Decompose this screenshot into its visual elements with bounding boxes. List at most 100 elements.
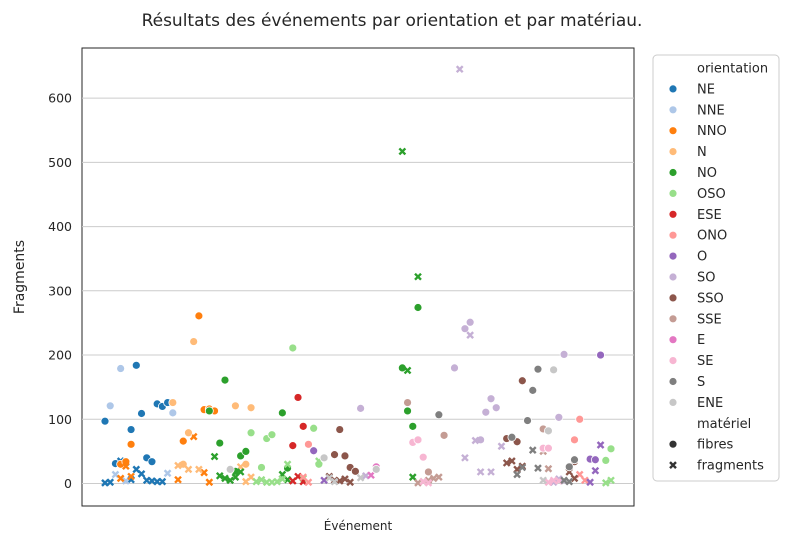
legend-entry: fibres — [697, 438, 733, 453]
fibres-point — [105, 401, 115, 411]
fragments-point — [356, 473, 365, 482]
fragments-point — [424, 479, 433, 487]
fragments-point — [184, 465, 193, 474]
data-markers — [100, 65, 616, 487]
fibres-point — [424, 467, 433, 477]
fragments-point — [419, 477, 428, 486]
fibres-point — [126, 425, 136, 434]
fibres-point — [418, 452, 428, 462]
fibres-point — [575, 414, 585, 424]
fibres-point — [481, 407, 491, 417]
legend-entry: NO — [697, 166, 717, 181]
fragments-point — [455, 65, 464, 74]
fragments-point — [278, 475, 287, 483]
fragments-point — [299, 473, 308, 481]
y-axis-ticks: 0 100 200 300 400 500 600 — [48, 91, 72, 491]
fibres-point — [460, 324, 470, 334]
legend-marker — [668, 209, 678, 219]
fragments-point — [669, 461, 677, 469]
legend: orientationNENNENNONNOOSOESEONOOSOSSOSSE… — [652, 54, 780, 482]
fragments-point — [158, 477, 167, 486]
fragments-point — [471, 436, 480, 445]
fragments-point — [210, 452, 219, 461]
fibres-point — [215, 438, 225, 448]
fragments-point — [257, 475, 266, 484]
fragments-point — [221, 474, 229, 483]
legend-frame — [652, 54, 780, 482]
fibres-point — [246, 403, 256, 413]
fibres-point — [439, 430, 449, 440]
fragments-point — [241, 477, 250, 486]
legend-entry: E — [697, 333, 705, 348]
fragments-point — [513, 470, 521, 479]
fibres-point — [137, 409, 146, 418]
fragments-point — [476, 468, 485, 476]
fragments-point — [534, 464, 542, 472]
fibres-point — [350, 466, 360, 476]
fibres-point — [601, 455, 611, 465]
fragments-point — [581, 476, 589, 485]
y-gridlines — [82, 97, 634, 485]
fibres-point — [241, 446, 251, 456]
legend-entry: ENE — [697, 396, 723, 411]
fibres-point — [486, 394, 496, 404]
fragments-point — [414, 272, 422, 281]
legend-style-title: matériel — [697, 417, 751, 432]
fragments-point — [330, 477, 339, 486]
fragments-point — [607, 476, 615, 485]
y-tick-label: 0 — [64, 476, 72, 491]
fragments-point — [601, 479, 610, 487]
plot-background — [81, 47, 635, 507]
fibres-point — [554, 412, 564, 422]
fibres-point — [491, 403, 501, 413]
fibres-point — [668, 439, 678, 449]
fibres-point — [450, 363, 459, 373]
fibres-point — [189, 337, 199, 346]
y-tick-label: 600 — [48, 91, 72, 106]
fragments-point — [466, 331, 475, 339]
plot-area: 0 100 200 300 400 500 600 — [48, 47, 635, 507]
fibres-point — [465, 317, 475, 327]
x-axis-label: Événement — [324, 518, 393, 533]
fragments-point — [502, 459, 511, 467]
legend-marker — [668, 314, 678, 324]
fibres-point — [596, 350, 605, 360]
fragments-point — [591, 466, 600, 475]
fragments-point — [544, 478, 553, 487]
fibres-point — [168, 398, 178, 407]
fibres-point — [231, 401, 240, 411]
legend-entry: ONO — [697, 229, 727, 244]
fragments-point — [174, 461, 182, 470]
fibres-point — [408, 421, 418, 431]
legend-entry: fragments — [697, 459, 764, 474]
fibres-point — [335, 425, 345, 434]
legend-entry: SE — [697, 354, 713, 369]
legend-marker — [668, 126, 678, 136]
fibres-point — [434, 410, 444, 420]
fibres-point — [356, 403, 366, 413]
fibres-point — [564, 462, 574, 472]
legend-marker — [668, 335, 678, 345]
fibres-point — [293, 393, 303, 402]
legend-marker — [668, 230, 678, 240]
fibres-point — [116, 364, 126, 373]
legend-marker — [668, 105, 678, 115]
fragments-point — [403, 366, 412, 375]
fragments-point — [487, 468, 495, 476]
fibres-point — [517, 376, 527, 386]
y-tick-label: 200 — [48, 348, 72, 363]
fibres-point — [100, 416, 110, 426]
legend-marker — [668, 377, 678, 386]
fragments-point — [586, 478, 594, 487]
legend-marker — [668, 84, 678, 94]
y-tick-label: 400 — [48, 219, 72, 234]
fragments-point — [163, 469, 172, 478]
fragments-point — [398, 147, 407, 156]
fibres-point — [507, 432, 517, 442]
fragments-point — [596, 441, 605, 449]
fibres-point — [147, 457, 157, 467]
fibres-point — [544, 443, 553, 453]
legend-entry: O — [697, 250, 707, 265]
fragments-point — [127, 472, 135, 481]
fibres-point — [257, 463, 266, 472]
